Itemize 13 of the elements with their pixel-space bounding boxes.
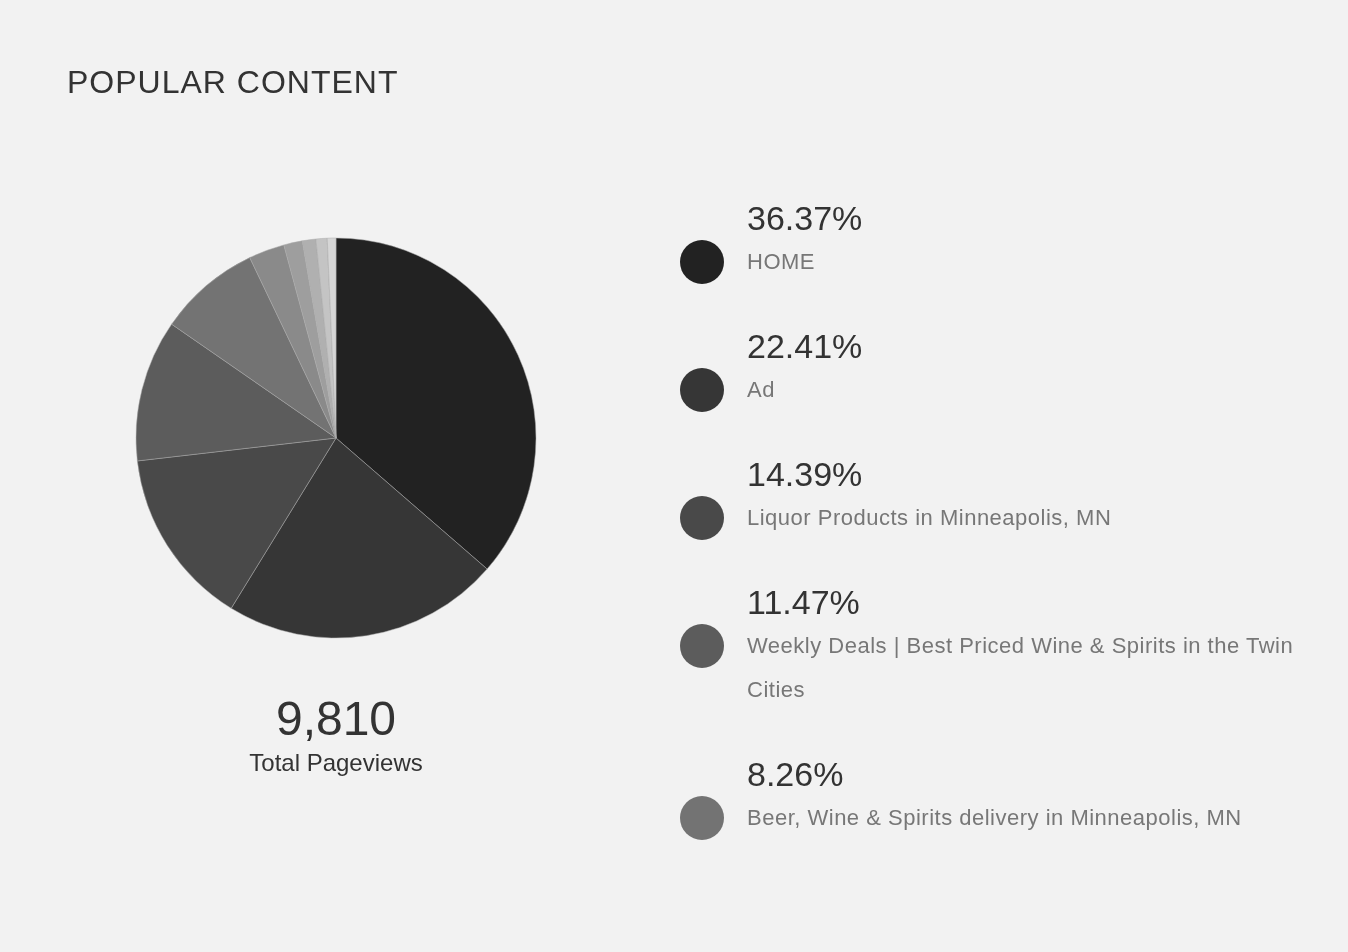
text: 9,810 [274, 691, 398, 747]
text: Total Pageviews [248, 748, 424, 778]
data-label: 8.26% [747, 754, 845, 795]
data-label: 11.47% [747, 582, 861, 623]
data-label: 22.41% [747, 326, 864, 367]
legend-label: HOME [747, 248, 816, 276]
legend-label: Weekly Deals | Best Priced Wine & Spirits in the Twin Cities [747, 632, 1295, 704]
legend-label: Liquor Products in Minneapolis, MN [747, 504, 1113, 532]
legend-label: Beer, Wine & Spirits delivery in Minneapolis, MN [747, 804, 1243, 832]
data-label: 36.37% [747, 198, 864, 239]
legend-label: Ad [747, 376, 776, 404]
chart-title: POPULAR CONTENT [67, 64, 399, 101]
data-label: 14.39% [747, 454, 864, 495]
